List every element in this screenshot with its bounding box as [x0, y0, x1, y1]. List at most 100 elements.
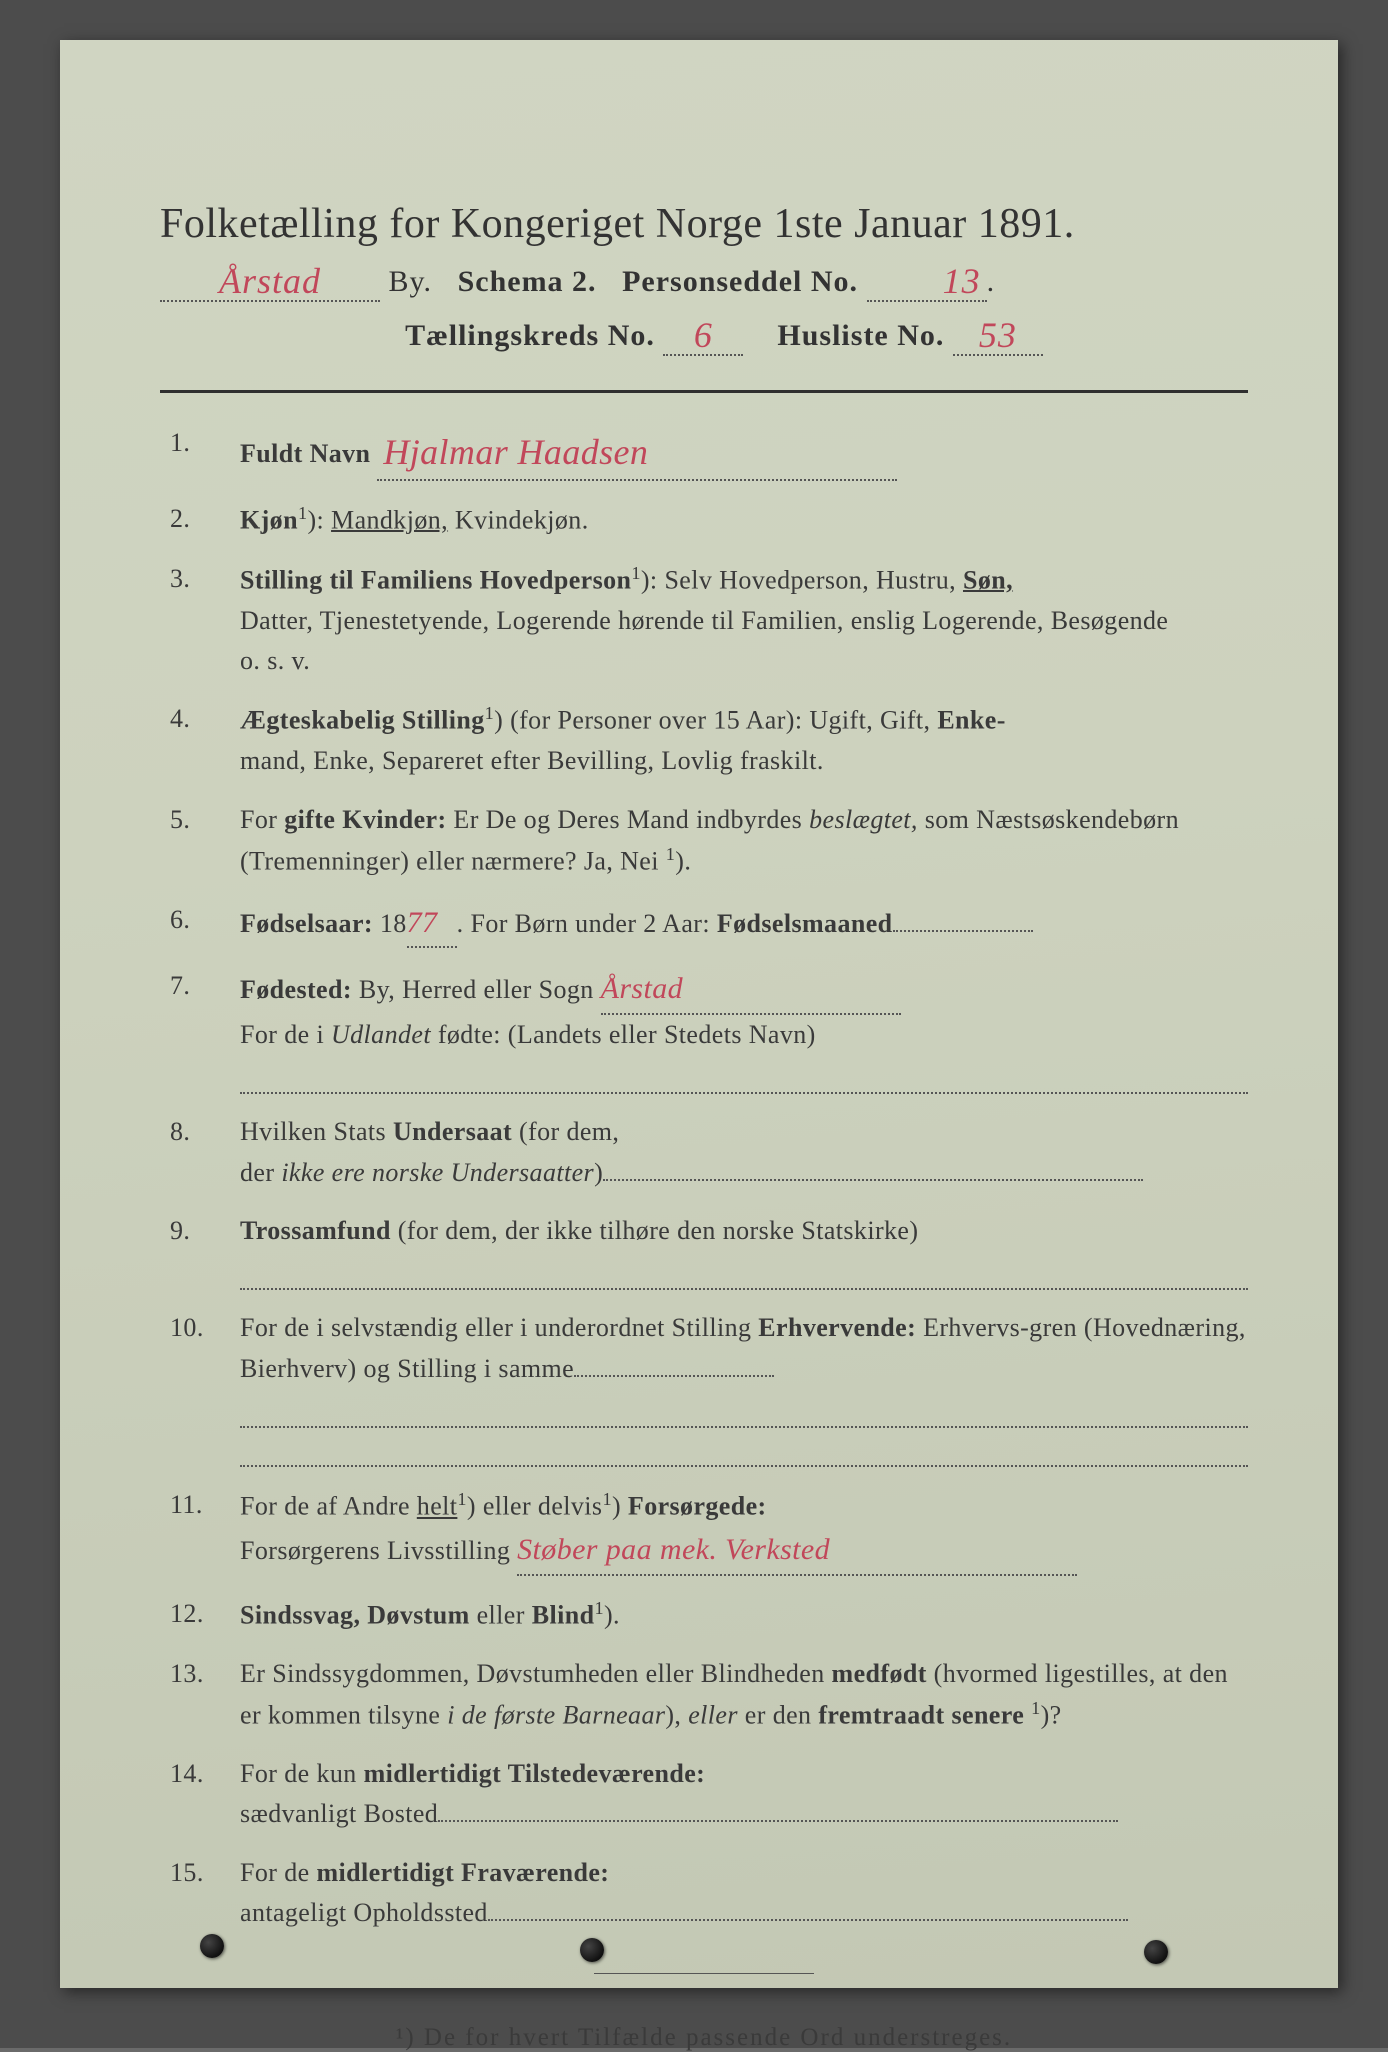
q3-rest-a: ): Selv Hovedperson, Hustru, [641, 565, 963, 594]
q9-blank [240, 1257, 1248, 1290]
q1ות-label: Fuldt Navn [240, 439, 370, 468]
scan-background: Folketælling for Kongeriget Norge 1ste J… [0, 0, 1388, 2048]
q6-label: Fødselsaar: [240, 909, 373, 938]
q11-a: For de af Andre [240, 1492, 417, 1521]
divider-rule [160, 390, 1248, 393]
q5-c: Er De og Deres Mand indbyrdes [447, 805, 810, 834]
q4-rest-a: ) (for Personer over 15 Aar): Ugift, Gif… [494, 706, 937, 735]
q8-b: Undersaat [393, 1117, 512, 1146]
q6: Fødselsaar: 1877. For Børn under 2 Aar: … [160, 900, 1248, 949]
q13-h: fremtraadt senere [818, 1701, 1024, 1730]
q11-value: Støber paa mek. Verksted [517, 1533, 830, 1566]
q15-a: For de [240, 1858, 316, 1887]
kreds-no: 6 [688, 315, 719, 355]
q11-e: Forsørgede: [628, 1492, 767, 1521]
census-form-page: Folketælling for Kongeriget Norge 1ste J… [60, 40, 1338, 1988]
q10-a: For de i selvstændig eller i underordnet… [240, 1313, 758, 1342]
q12-c: Blind [532, 1600, 595, 1629]
q7-l2b: Udlandet [331, 1020, 431, 1049]
q13-d: i de første Barneaar [447, 1701, 665, 1730]
q14: For de kun midlertidigt Tilstedeværende:… [160, 1754, 1248, 1835]
q7: Fødested: By, Herred eller Sogn Årstad F… [160, 966, 1248, 1094]
q3-son: Søn, [963, 565, 1013, 594]
q7-value: Årstad [601, 972, 683, 1005]
header-line-3: Tællingskreds No. 6 Husliste No. 53 [260, 312, 1188, 356]
q11-f: Forsørgerens Livsstilling [240, 1536, 510, 1565]
q2-rest: Kvindekjøn. [448, 505, 589, 534]
by-value: Årstad [213, 261, 327, 301]
q10-blank2 [240, 1434, 1248, 1467]
personseddel-no: 13 [937, 261, 987, 301]
schema-label: Schema 2. [458, 265, 597, 298]
question-list: Fuldt Navn Hjalmar Haadsen Kjøn1): Mandk… [160, 423, 1248, 1933]
q4-label: Ægteskabelig Stilling [240, 706, 485, 735]
by-label: By. [389, 265, 433, 298]
q10-b: Erhvervende: [758, 1313, 916, 1342]
q4-rest-b: mand, Enke, Separeret efter Bevilling, L… [240, 741, 1248, 781]
q8: Hvilken Stats Undersaat (for dem, der ik… [160, 1112, 1248, 1193]
q7-blank [240, 1061, 1248, 1094]
pin-hole-icon [580, 1938, 604, 1962]
q10-blank1 [240, 1395, 1248, 1428]
q8-f: ) [594, 1158, 603, 1187]
q6-mid2: Fødselsmaaned [717, 909, 893, 938]
husliste-no: 53 [973, 315, 1023, 355]
q2-mandkjon: Mandkjøn, [331, 505, 448, 534]
q13-g: er den [738, 1701, 818, 1730]
q4-enke: Enke- [937, 706, 1005, 735]
q7-l2a: For de i [240, 1020, 331, 1049]
q13-e: ), [665, 1701, 688, 1730]
q13: Er Sindssygdommen, Døvstumheden eller Bl… [160, 1654, 1248, 1736]
form-title: Folketælling for Kongeriget Norge 1ste J… [160, 200, 1248, 248]
footnote-rule [594, 1973, 814, 1974]
q11: For de af Andre helt1) eller delvis1) Fo… [160, 1485, 1248, 1575]
q8-d: der [240, 1158, 281, 1187]
q15-b: midlertidigt Fraværende: [316, 1858, 609, 1887]
q3-rest-b: Datter, Tjenestetyende, Logerende hørend… [240, 601, 1248, 641]
q14-a: For de kun [240, 1759, 364, 1788]
q4: Ægteskabelig Stilling1) (for Personer ov… [160, 699, 1248, 781]
q11-b: helt [417, 1492, 458, 1521]
q8-c: (for dem, [512, 1117, 619, 1146]
pin-hole-icon [200, 1934, 224, 1958]
q13-b: medfødt [832, 1659, 927, 1688]
q11-c: ) eller delvis [467, 1492, 603, 1521]
q12-b: eller [470, 1600, 532, 1629]
q5-a: For [240, 805, 284, 834]
q8-e: ikke ere norske Undersaatter [281, 1158, 594, 1187]
q2: Kjøn1): Mandkjøn, Kvindekjøn. [160, 499, 1248, 541]
q7-l2c: fødte: (Landets eller Stedets Navn) [431, 1020, 816, 1049]
q12-a: Sindssvag, Døvstum [240, 1600, 470, 1629]
personseddel-label: Personseddel No. [622, 265, 858, 298]
husliste-label: Husliste No. [777, 319, 944, 352]
q15: For de midlertidigt Fraværende: antageli… [160, 1853, 1248, 1934]
q7-rest: By, Herred eller Sogn [352, 975, 601, 1004]
kreds-label: Tællingskreds No. [405, 319, 655, 352]
q13-f: eller [688, 1701, 738, 1730]
q2-label: Kjøn [240, 505, 298, 534]
q10: For de i selvstændig eller i underordnet… [160, 1308, 1248, 1467]
q9: Trossamfund (for dem, der ikke tilhøre d… [160, 1211, 1248, 1290]
q9-b: (for dem, der ikke tilhøre den norske St… [391, 1216, 919, 1245]
q5: For gifte Kvinder: Er De og Deres Mand i… [160, 800, 1248, 882]
q9-a: Trossamfund [240, 1216, 391, 1245]
q14-b: midlertidigt Tilstedeværende: [364, 1759, 706, 1788]
q7-label: Fødested: [240, 975, 352, 1004]
q6-pre: 18 [373, 909, 407, 938]
q1-value: Hjalmar Haadsen [377, 432, 654, 472]
q6-year: 77 [407, 906, 438, 939]
q6-mid: . For Børn under 2 Aar: [457, 909, 717, 938]
q5-d: beslægtet, [809, 805, 918, 834]
q3-osv: o. s. v. [240, 641, 1248, 681]
q15-c: antageligt Opholdssted [240, 1898, 488, 1927]
q3-label: Stilling til Familiens Hovedperson [240, 565, 631, 594]
q5-b: gifte Kvinder: [284, 805, 446, 834]
q3: Stilling til Familiens Hovedperson1): Se… [160, 559, 1248, 682]
header-line-2: Årstad By. Schema 2. Personseddel No. 13… [160, 258, 1248, 302]
q11-d: ) [612, 1492, 628, 1521]
q14-c: sædvanligt Bosted [240, 1799, 438, 1828]
q13-a: Er Sindssygdommen, Døvstumheden eller Bl… [240, 1659, 832, 1688]
pin-hole-icon [1144, 1940, 1168, 1964]
q1: Fuldt Navn Hjalmar Haadsen [160, 423, 1248, 481]
q8-a: Hvilken Stats [240, 1117, 393, 1146]
